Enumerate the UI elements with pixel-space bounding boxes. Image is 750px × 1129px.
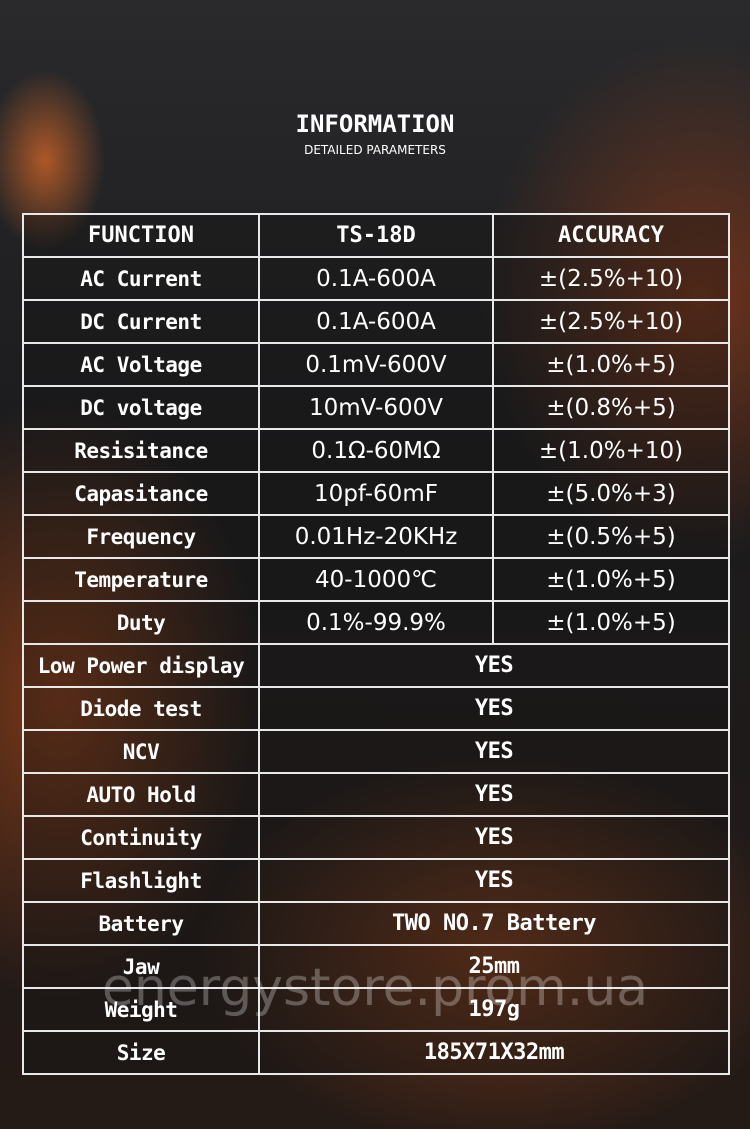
value-cell: ±(1.0%+5): [492, 342, 730, 387]
value-cell: 185X71X32mm: [258, 1030, 730, 1075]
value-cell: YES: [258, 643, 730, 688]
row: AUTO Hold YES: [22, 772, 730, 817]
value-cell: ±(5.0%+3): [492, 471, 730, 516]
row: Flashlight YES: [22, 858, 730, 903]
function-cell: Resisitance: [22, 428, 260, 473]
row: Continuity YES: [22, 815, 730, 860]
value-cell: YES: [258, 729, 730, 774]
value-cell: 40-1000℃: [258, 557, 494, 602]
row: Battery TWO NO.7 Battery: [22, 901, 730, 946]
value-cell: 0.1A-600A: [258, 256, 494, 301]
value-cell: YES: [258, 858, 730, 903]
header-row: FUNCTION TS-18D ACCURACY: [22, 213, 730, 258]
value-cell: 0.1%-99.9%: [258, 600, 494, 645]
function-cell: DC voltage: [22, 385, 260, 430]
value-cell: 0.1A-600A: [258, 299, 494, 344]
title: INFORMATION: [295, 110, 455, 138]
row: Frequency 0.01Hz-20KHz ±(0.5%+5): [22, 514, 730, 559]
subtitle: DETAILED PARAMETERS: [304, 143, 446, 157]
function-cell: Battery: [22, 901, 260, 946]
value-cell: 0.01Hz-20KHz: [258, 514, 494, 559]
value-cell: 0.1Ω-60MΩ: [258, 428, 494, 473]
column-header: TS-18D: [258, 213, 494, 258]
value-cell: ±(0.5%+5): [492, 514, 730, 559]
value-cell: YES: [258, 772, 730, 817]
function-cell: AC Current: [22, 256, 260, 301]
value-cell: ±(0.8%+5): [492, 385, 730, 430]
row: Low Power display YES: [22, 643, 730, 688]
row: Resisitance 0.1Ω-60MΩ ±(1.0%+10): [22, 428, 730, 473]
column-header: ACCURACY: [492, 213, 730, 258]
row: DC Current 0.1A-600A ±(2.5%+10): [22, 299, 730, 344]
spec-table: FUNCTION TS-18D ACCURACY AC Current 0.1A-600…: [22, 213, 730, 1075]
row: Size 185X71X32mm: [22, 1030, 730, 1075]
value-cell: ±(2.5%+10): [492, 299, 730, 344]
value-cell: 25mm: [258, 944, 730, 989]
function-cell: Capasitance: [22, 471, 260, 516]
function-cell: Continuity: [22, 815, 260, 860]
row: Duty 0.1%-99.9% ±(1.0%+5): [22, 600, 730, 645]
value-cell: YES: [258, 815, 730, 860]
value-cell: TWO NO.7 Battery: [258, 901, 730, 946]
row: AC Current 0.1A-600A ±(2.5%+10): [22, 256, 730, 301]
function-cell: AUTO Hold: [22, 772, 260, 817]
function-cell: Weight: [22, 987, 260, 1032]
value-cell: 0.1mV-600V: [258, 342, 494, 387]
column-header: FUNCTION: [22, 213, 260, 258]
value-cell: YES: [258, 686, 730, 731]
function-cell: Size: [22, 1030, 260, 1075]
function-cell: Low Power display: [22, 643, 260, 688]
row: AC Voltage 0.1mV-600V ±(1.0%+5): [22, 342, 730, 387]
row: Capasitance 10pf-60mF ±(5.0%+3): [22, 471, 730, 516]
row: Diode test YES: [22, 686, 730, 731]
function-cell: DC Current: [22, 299, 260, 344]
value-cell: ±(1.0%+5): [492, 600, 730, 645]
value-cell: 10pf-60mF: [258, 471, 494, 516]
value-cell: ±(1.0%+10): [492, 428, 730, 473]
function-cell: Frequency: [22, 514, 260, 559]
row: Jaw 25mm: [22, 944, 730, 989]
function-cell: NCV: [22, 729, 260, 774]
value-cell: ±(2.5%+10): [492, 256, 730, 301]
function-cell: Temperature: [22, 557, 260, 602]
row: DC voltage 10mV-600V ±(0.8%+5): [22, 385, 730, 430]
value-cell: 10mV-600V: [258, 385, 494, 430]
value-cell: ±(1.0%+5): [492, 557, 730, 602]
function-cell: Flashlight: [22, 858, 260, 903]
row: Temperature 40-1000℃ ±(1.0%+5): [22, 557, 730, 602]
function-cell: AC Voltage: [22, 342, 260, 387]
row: NCV YES: [22, 729, 730, 774]
row: Weight 197g: [22, 987, 730, 1032]
function-cell: Diode test: [22, 686, 260, 731]
function-cell: Duty: [22, 600, 260, 645]
value-cell: 197g: [258, 987, 730, 1032]
function-cell: Jaw: [22, 944, 260, 989]
